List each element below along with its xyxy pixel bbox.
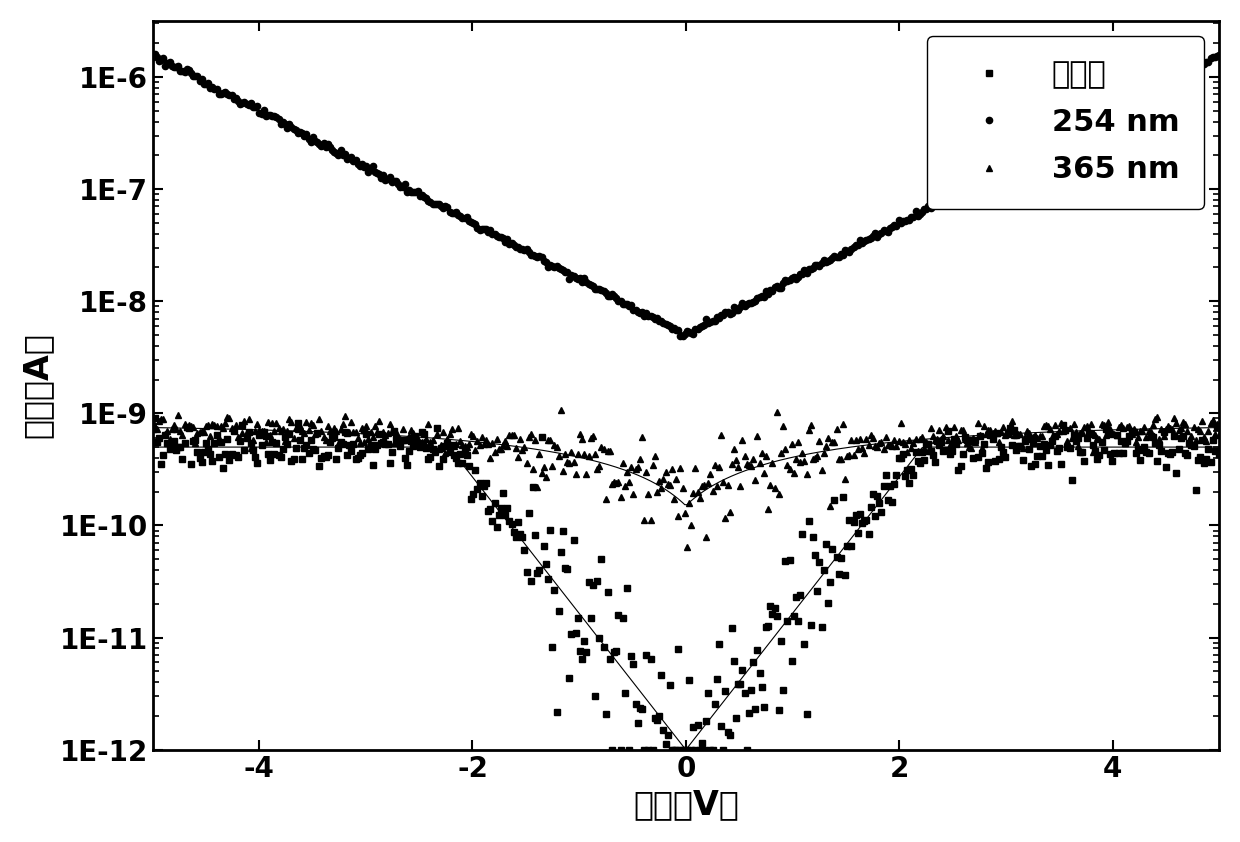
254 nm bbox=[148, 50, 162, 60]
365 nm bbox=[1211, 430, 1226, 440]
254 nm bbox=[1211, 50, 1226, 60]
365 nm bbox=[553, 405, 568, 415]
无光照 bbox=[656, 725, 671, 735]
254 nm bbox=[660, 320, 675, 330]
Legend: 无光照, 254 nm, 365 nm: 无光照, 254 nm, 365 nm bbox=[926, 36, 1204, 209]
无光照 bbox=[1023, 461, 1038, 472]
365 nm bbox=[145, 418, 160, 428]
Line: 365 nm: 365 nm bbox=[149, 407, 1223, 551]
无光照 bbox=[727, 655, 742, 665]
无光照 bbox=[784, 656, 799, 666]
Line: 254 nm: 254 nm bbox=[149, 51, 1223, 338]
365 nm bbox=[784, 439, 799, 449]
无光照 bbox=[145, 424, 160, 434]
365 nm bbox=[653, 483, 668, 493]
365 nm bbox=[1190, 424, 1205, 434]
365 nm bbox=[1023, 433, 1038, 443]
Y-axis label: 电流（A）: 电流（A） bbox=[21, 333, 53, 438]
254 nm bbox=[784, 273, 799, 283]
无光照 bbox=[1190, 455, 1205, 465]
254 nm bbox=[653, 316, 668, 326]
无光照 bbox=[148, 413, 162, 424]
无光照 bbox=[605, 744, 620, 754]
Line: 无光照: 无光照 bbox=[149, 415, 1223, 753]
365 nm bbox=[727, 444, 742, 454]
254 nm bbox=[145, 51, 160, 61]
254 nm bbox=[727, 302, 742, 312]
254 nm bbox=[1190, 62, 1205, 72]
365 nm bbox=[680, 542, 694, 552]
365 nm bbox=[660, 479, 675, 489]
无光照 bbox=[662, 680, 677, 690]
X-axis label: 电压（V）: 电压（V） bbox=[632, 788, 739, 821]
无光照 bbox=[1211, 449, 1226, 459]
254 nm bbox=[673, 331, 688, 341]
254 nm bbox=[1023, 148, 1038, 158]
